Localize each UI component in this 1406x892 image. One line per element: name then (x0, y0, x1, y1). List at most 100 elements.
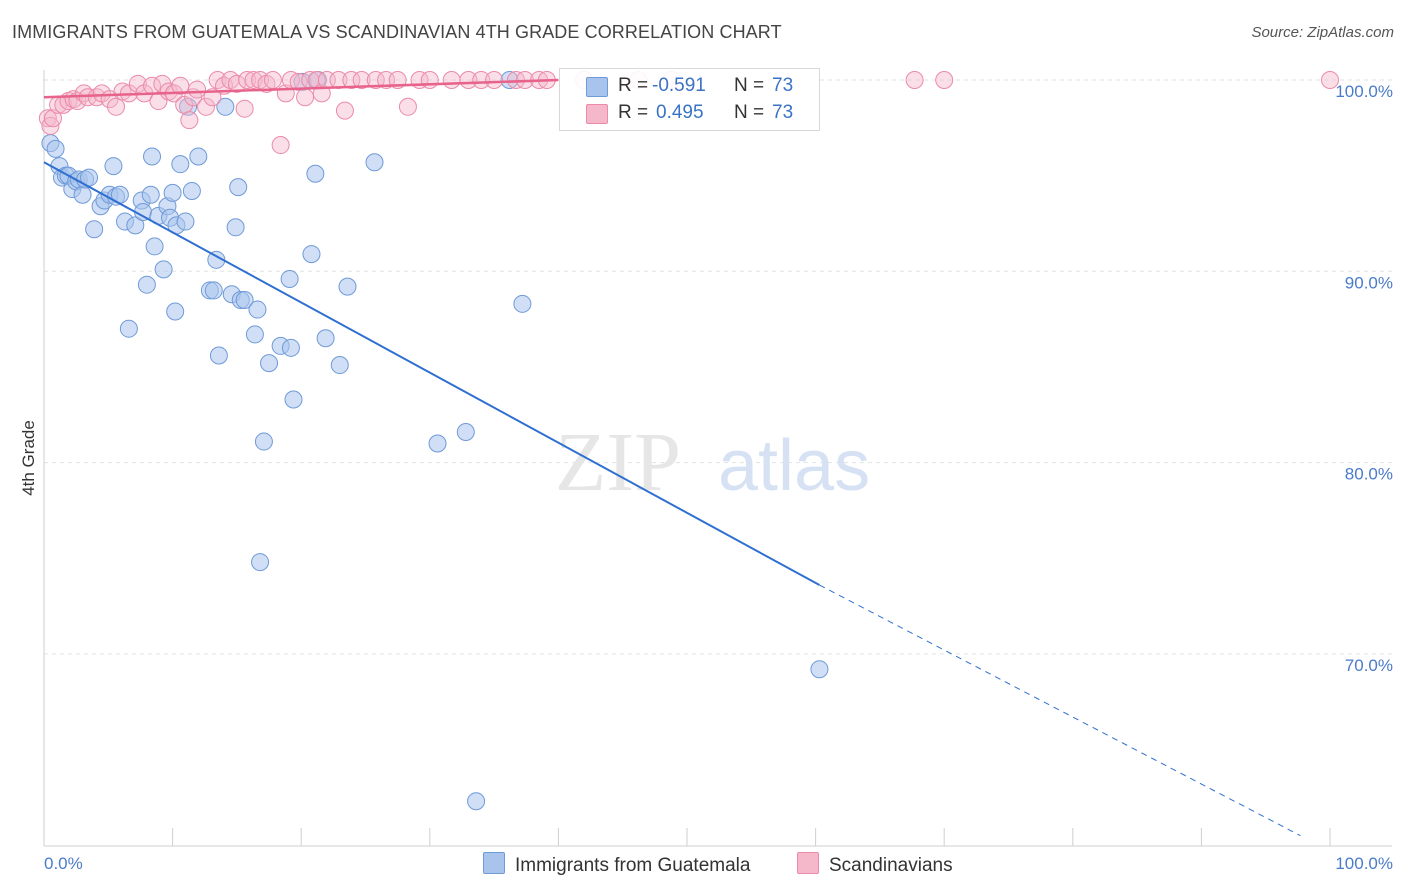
legend-swatch-blue (483, 852, 505, 874)
data-point-guatemala (428, 434, 447, 453)
data-point-guatemala (229, 178, 248, 197)
legend-n-value: 73 (772, 75, 794, 96)
legend-r-value: -0.591 (652, 75, 706, 96)
legend-row-guatemala: R = -0.591 N = 73 (560, 73, 819, 101)
trend-line-scandinavians (43, 78, 559, 99)
data-point-scandinavians (263, 71, 282, 89)
data-point-scandinavians (366, 71, 385, 89)
data-point-scandinavians (296, 88, 315, 107)
data-point-scandinavians (905, 71, 924, 89)
legend-label-scandinavians: Scandinavians (829, 855, 953, 876)
data-point-guatemala (365, 153, 384, 172)
data-point-guatemala (145, 237, 164, 256)
legend-label-guatemala: Immigrants from Guatemala (515, 855, 751, 876)
data-point-guatemala (176, 212, 195, 231)
data-point-scandinavians (398, 97, 417, 116)
chart-title: IMMIGRANTS FROM GUATEMALA VS SCANDINAVIA… (12, 22, 782, 42)
data-point-guatemala (163, 183, 182, 202)
data-point-scandinavians (289, 72, 308, 91)
data-point-scandinavians (235, 99, 254, 118)
legend-swatch-pink (797, 852, 819, 874)
data-point-scandinavians (335, 101, 354, 120)
data-point-scandinavians (128, 74, 147, 93)
y-tick-label: 70.0% (1345, 656, 1393, 675)
data-point-guatemala (73, 185, 92, 204)
data-point-guatemala (171, 155, 190, 174)
watermark: ZIP atlas (555, 416, 870, 509)
data-point-scandinavians (107, 97, 126, 116)
data-point-guatemala (456, 422, 475, 441)
y-axis-title: 4th Grade (19, 420, 38, 496)
legend-swatch-blue (586, 77, 608, 97)
data-point-guatemala (280, 269, 299, 288)
data-point-guatemala (154, 260, 173, 279)
data-point-guatemala (513, 294, 532, 313)
data-point-guatemala (251, 553, 270, 572)
data-point-scandinavians (472, 71, 491, 89)
series-scandinavians-points (38, 71, 1339, 155)
axes (43, 70, 1392, 847)
y-tick-label: 100.0% (1335, 82, 1393, 101)
data-point-guatemala (248, 300, 267, 319)
series-legend: Immigrants from Guatemala Scandinavians (0, 852, 1406, 878)
data-point-guatemala (245, 325, 264, 344)
data-point-guatemala (141, 185, 160, 204)
data-point-guatemala (302, 245, 321, 264)
series-guatemala-points (41, 71, 829, 811)
x-tick-label: 100.0% (1335, 854, 1393, 873)
legend-n-label: N = (734, 75, 765, 96)
legend-r-label: R = (618, 75, 649, 96)
data-point-scandinavians (1321, 71, 1339, 89)
legend-r-label: R = (618, 102, 649, 123)
data-point-guatemala (166, 302, 185, 321)
data-point-scandinavians (171, 76, 190, 95)
data-point-guatemala (209, 346, 228, 365)
data-point-guatemala (137, 275, 156, 294)
data-point-scandinavians (420, 71, 439, 89)
data-point-guatemala (182, 181, 201, 200)
data-point-scandinavians (227, 74, 246, 93)
legend-row-scandinavians: R = 0.495 N = 73 (560, 100, 819, 128)
data-point-scandinavians (44, 109, 63, 128)
data-point-scandinavians (271, 136, 290, 155)
legend-r-value: 0.495 (656, 102, 704, 123)
data-point-scandinavians (352, 71, 371, 89)
data-point-guatemala (810, 660, 829, 679)
data-point-guatemala (226, 218, 245, 237)
data-point-guatemala (143, 147, 162, 166)
data-point-guatemala (204, 281, 223, 300)
watermark-zip: ZIP (555, 416, 681, 509)
data-point-guatemala (216, 97, 235, 116)
legend-n-value: 73 (772, 102, 794, 123)
grid-lines (44, 79, 1392, 655)
data-point-guatemala (500, 71, 519, 89)
trend-lines (43, 78, 1301, 837)
data-point-guatemala (126, 216, 145, 235)
legend-item-guatemala: Immigrants from Guatemala (483, 852, 750, 877)
legend-item-scandinavians: Scandinavians (797, 852, 953, 877)
data-point-guatemala (46, 139, 65, 158)
x-tick-labels: 0.0% 100.0% (44, 854, 1393, 873)
trend-line-guatemala (43, 161, 820, 586)
legend-n-label: N = (734, 102, 765, 123)
y-tick-labels: 70.0% 80.0% 90.0% 100.0% (1335, 82, 1393, 675)
x-tick-label: 0.0% (44, 854, 83, 873)
data-point-scandinavians (485, 71, 504, 89)
legend-swatch-pink (586, 104, 608, 124)
data-point-guatemala (281, 338, 300, 357)
data-point-guatemala (260, 354, 279, 373)
data-point-scandinavians (197, 97, 216, 116)
y-tick-label: 90.0% (1345, 273, 1393, 292)
data-point-guatemala (338, 277, 357, 296)
source-credit: Source: ZipAtlas.com (1251, 24, 1394, 41)
data-point-scandinavians (180, 111, 199, 130)
data-point-guatemala (85, 220, 104, 239)
data-point-guatemala (306, 164, 325, 183)
data-point-guatemala (235, 290, 254, 309)
trend-line-guatemala-extension (819, 584, 1301, 837)
data-point-guatemala (467, 792, 486, 811)
data-point-scandinavians (442, 71, 461, 89)
data-point-guatemala (254, 432, 273, 451)
data-point-guatemala (189, 147, 208, 166)
